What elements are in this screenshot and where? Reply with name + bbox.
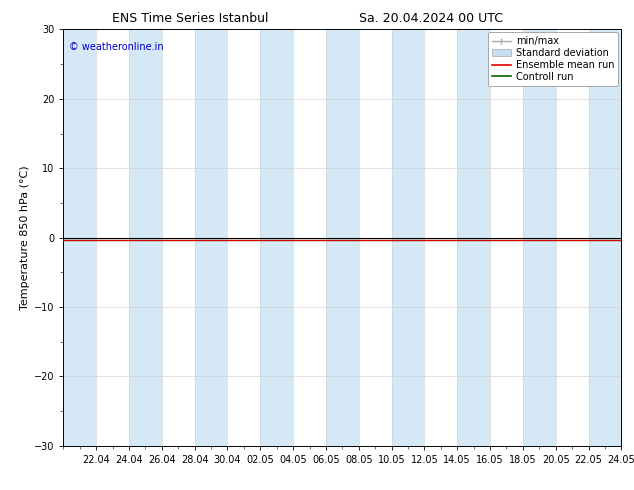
Text: ENS Time Series Istanbul: ENS Time Series Istanbul [112, 12, 268, 25]
Text: Sa. 20.04.2024 00 UTC: Sa. 20.04.2024 00 UTC [359, 12, 503, 25]
Bar [195, 29, 228, 446]
Bar [129, 29, 162, 446]
Bar [392, 29, 424, 446]
Y-axis label: Temperature 850 hPa (°C): Temperature 850 hPa (°C) [20, 165, 30, 310]
Bar [588, 29, 621, 446]
Bar [63, 29, 96, 446]
Legend: min/max, Standard deviation, Ensemble mean run, Controll run: min/max, Standard deviation, Ensemble me… [488, 32, 618, 86]
Text: © weatheronline.in: © weatheronline.in [69, 42, 164, 52]
Bar [261, 29, 293, 446]
Bar [326, 29, 359, 446]
Bar [457, 29, 490, 446]
Bar [523, 29, 555, 446]
